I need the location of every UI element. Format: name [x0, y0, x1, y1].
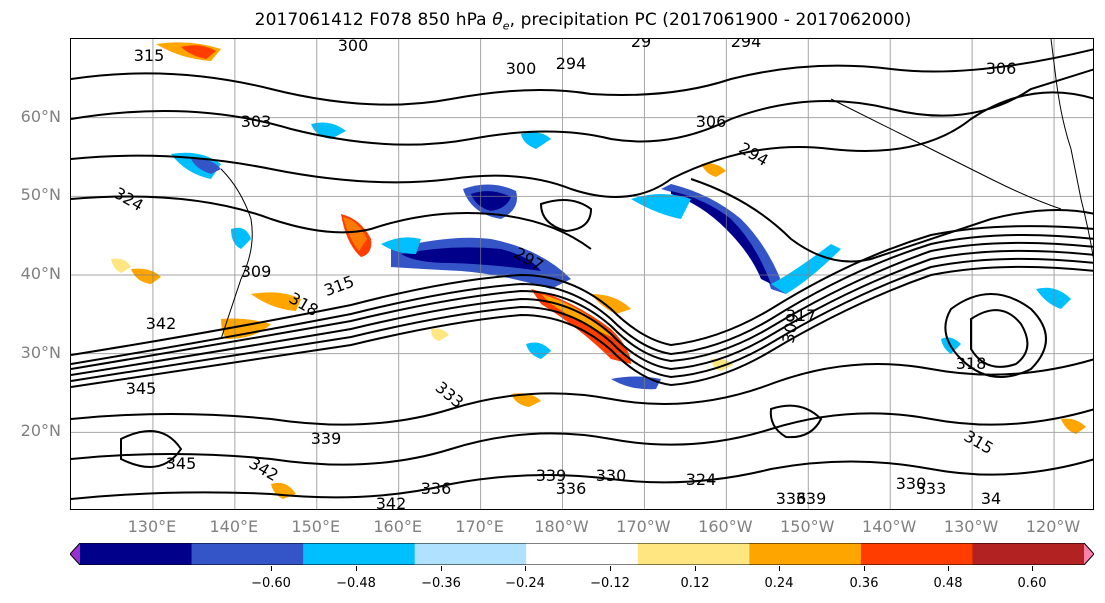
colorbar-tick-label: 0.24 — [764, 576, 794, 591]
colorbar-tick-mark — [864, 566, 865, 571]
latitude-label: 30°N — [20, 342, 61, 362]
colorbar-tick-mark — [1032, 566, 1033, 571]
colorbar-cell — [414, 543, 527, 565]
colorbar-cell — [972, 543, 1085, 565]
contour-label: 294 — [736, 138, 772, 170]
map-panel: 315 300 294 29 300 294 306 303 306 294 324 297 309 31… — [70, 38, 1094, 510]
contour-label: 315 — [134, 46, 165, 65]
contour-label: 336 — [776, 489, 807, 508]
colorbar-tick-label: −0.24 — [505, 576, 545, 591]
longitude-label: 130°E — [127, 517, 177, 536]
longitude-label: 170°E — [455, 517, 504, 536]
longitude-label: 160°W — [698, 517, 753, 536]
colorbar-tick-mark — [948, 566, 949, 571]
contour-label: 306 — [696, 112, 727, 131]
colorbar-tick-mark — [271, 566, 272, 571]
longitude-label: 140°E — [209, 517, 259, 536]
contour-label: 339 — [311, 429, 342, 448]
contour-label: 339 — [536, 466, 567, 485]
contour-label: 336 — [556, 479, 587, 498]
colorbar-tick-mark — [525, 566, 526, 571]
colorbar-cell — [749, 543, 862, 565]
latitude-label: 40°N — [20, 264, 61, 283]
colorbar-tick-label: 0.12 — [680, 576, 710, 591]
longitude-label: 140°W — [862, 517, 917, 536]
latitude-label: 50°N — [20, 185, 61, 205]
colorbar-tick-label: 0.36 — [849, 576, 879, 591]
colorbar-cell — [526, 543, 639, 565]
contour-label: 345 — [166, 454, 197, 473]
colorbar-tick-mark — [610, 566, 611, 571]
figure-title: 2017061412 F078 850 hPa θe, precipitatio… — [254, 10, 912, 33]
longitude-label: 150°E — [291, 517, 341, 536]
contour-label: 300 — [338, 39, 369, 55]
contour-label: 342 — [146, 314, 177, 333]
colorbar-tick-mark — [441, 566, 442, 571]
longitude-label: 170°W — [616, 517, 671, 536]
graticule — [71, 39, 1093, 509]
latitude-label: 60°N — [20, 106, 61, 126]
colorbar-tick-label: −0.36 — [421, 576, 461, 591]
contour-label: 336 — [421, 479, 452, 498]
contour-label: 330 — [896, 474, 927, 493]
contour-label: 315 — [322, 272, 357, 300]
coastlines — [220, 39, 1093, 340]
colorbar-cell — [191, 543, 304, 565]
colorbar-cell — [303, 543, 416, 565]
colorbar-cell — [860, 543, 973, 565]
colorbar-cell — [1084, 543, 1094, 565]
longitude-label: 180°W — [534, 517, 589, 536]
contour-label: 300 — [506, 59, 537, 78]
longitude-label: 160°E — [373, 517, 422, 536]
contour-label: 339 — [796, 489, 827, 508]
colorbar — [70, 543, 1094, 565]
contour-label: 294 — [731, 39, 762, 51]
contour-label: 29 — [631, 39, 651, 51]
colorbar-cell — [637, 543, 750, 565]
theta-e-contours — [71, 48, 1093, 500]
longitude-label: 150°W — [780, 517, 835, 536]
colorbar-tick-label: 0.60 — [1017, 576, 1047, 591]
contour-label: 317 — [786, 306, 817, 325]
contour-label: 34 — [981, 489, 1001, 508]
longitude-label: 120°W — [1025, 517, 1081, 536]
contour-label: 294 — [556, 54, 587, 73]
colorbar-cell — [70, 543, 80, 565]
contour-label: 315 — [961, 426, 997, 458]
contour-label: 345 — [126, 379, 157, 398]
colorbar-cell — [80, 543, 193, 565]
colorbar-tick-mark — [779, 566, 780, 571]
contour-label: 303 — [241, 112, 272, 131]
contour-label: 306 — [986, 59, 1017, 78]
colorbar-tick-label: −0.48 — [336, 576, 376, 591]
contour-label: 318 — [956, 354, 987, 373]
colorbar-tick-mark — [695, 566, 696, 571]
longitude-label: 130°W — [943, 517, 999, 536]
contour-label: 309 — [241, 262, 272, 281]
contour-label: 324 — [111, 183, 147, 215]
contour-label: 333 — [916, 479, 947, 498]
contour-label: 330 — [596, 466, 627, 485]
colorbar-tick-label: −0.12 — [590, 576, 630, 591]
colorbar-tick-mark — [356, 566, 357, 571]
colorbar-tick-label: −0.60 — [251, 576, 291, 591]
colorbar-tick-label: 0.48 — [933, 576, 963, 591]
contour-label: 324 — [686, 470, 717, 489]
contour-label: 342 — [376, 494, 407, 510]
latitude-label: 20°N — [20, 421, 61, 441]
